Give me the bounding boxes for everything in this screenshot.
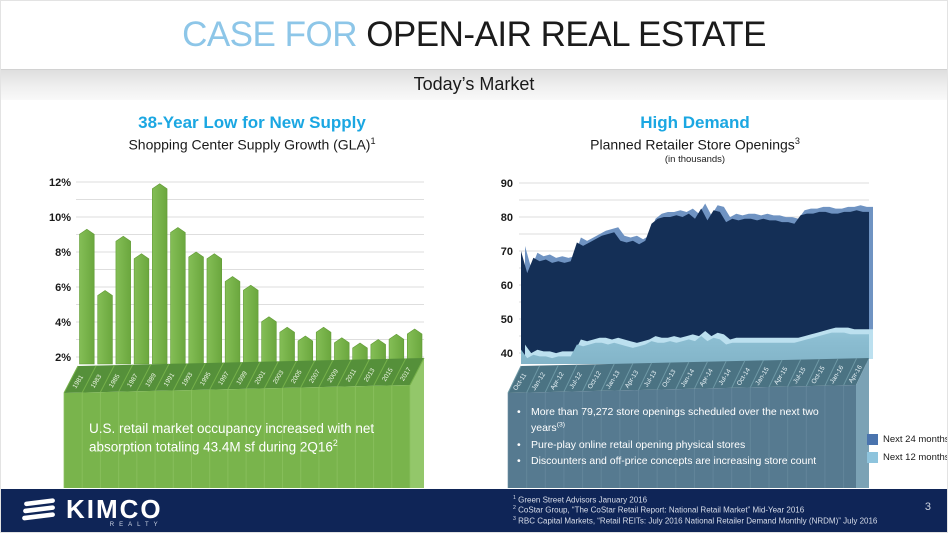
svg-text:80: 80 xyxy=(501,212,513,224)
legend-swatch-12mo xyxy=(867,452,878,463)
bullet-item: • More than 79,272 store openings schedul… xyxy=(517,404,823,437)
bullet-icon: • xyxy=(517,406,521,418)
callout-sup: 2 xyxy=(332,438,338,449)
bullet-item: • Discounters and off-price concepts are … xyxy=(517,453,823,469)
legend-row: Next 12 months xyxy=(867,452,947,463)
svg-text:2%: 2% xyxy=(55,352,71,364)
legend-row: Next 24 months xyxy=(867,434,947,445)
svg-text:12%: 12% xyxy=(49,177,71,189)
store-openings-chart-box: 40 50 60 70 80 90 Oct-11 Jan-12 Apr-12 Jul-12 Oct-… xyxy=(493,164,947,488)
footnote: 1 Green Street Advisors January 2016 xyxy=(513,495,648,505)
bullet-icon: • xyxy=(517,454,521,467)
footnote: 2 CoStar Group, “The CoStar Retail Repor… xyxy=(513,505,805,516)
section-band: Today’s Market xyxy=(1,69,947,100)
bullet-item: • Pure-play online retail opening physica… xyxy=(517,437,823,453)
slide-title-rest: OPEN-AIR REAL ESTATE xyxy=(356,15,766,54)
kimco-logo-text: KIMCO xyxy=(66,494,163,524)
svg-text:60: 60 xyxy=(501,280,513,292)
svg-text:4%: 4% xyxy=(55,317,71,329)
svg-text:50: 50 xyxy=(501,314,513,326)
svg-text:70: 70 xyxy=(501,246,513,258)
slide-title-accent: CASE FOR xyxy=(182,15,357,54)
left-chart-heading-block: 38-Year Low for New Supply Shopping Cent… xyxy=(19,113,485,153)
right-subtitle-sup: 3 xyxy=(794,136,800,146)
footnotes: 1 Green Street Advisors January 2016 2 C… xyxy=(513,495,905,526)
kimco-logo-subtext: REALTY xyxy=(109,522,163,528)
supply-growth-chart: 2%4%6%8%10%12%1981 1983 1985 1987 1989 1991 19… xyxy=(49,177,425,488)
right-chart-subtitle: Planned Retailer Store Openings3 xyxy=(590,136,800,153)
svg-text:40: 40 xyxy=(501,348,513,360)
kimco-logo: KIMCO REALTY xyxy=(21,496,163,528)
svg-text:8%: 8% xyxy=(55,247,71,259)
chart-legend: Next 24 months Next 12 months xyxy=(867,434,947,470)
svg-text:10%: 10% xyxy=(49,212,71,224)
page-number: 3 xyxy=(924,501,931,513)
supply-growth-chart-box: 2% 4% 6% 8% 10% 12% 1981 1983 1985 1987 1989 1991 19… xyxy=(19,164,475,488)
left-subtitle-sup: 1 xyxy=(370,136,376,146)
bullet-icon: • xyxy=(517,438,521,451)
left-chart-subtitle: Shopping Center Supply Growth (GLA)1 xyxy=(128,136,376,153)
right-chart-heading-block: High Demand Planned Retailer Store Openi… xyxy=(493,113,897,165)
legend-swatch-24mo xyxy=(867,434,878,445)
footnote: 3 RBC Capital Markets, “Retail REITs: Ju… xyxy=(513,515,878,526)
demand-bullets: • More than 79,272 store openings schedul… xyxy=(517,404,823,469)
occupancy-callout: U.S. retail market occupancy increased w… xyxy=(89,421,375,455)
kimco-logo-icon xyxy=(22,498,55,521)
footer-bar: KIMCO REALTY 1 Green Street Advisors Jan… xyxy=(1,489,947,532)
slide-title: CASE FOR OPEN-AIR REAL ESTATE xyxy=(1,15,947,55)
right-chart-subtitle-note: (in thousands) xyxy=(664,153,726,165)
svg-text:90: 90 xyxy=(501,178,513,190)
right-chart-heading: High Demand xyxy=(640,113,750,132)
left-chart-heading: 38-Year Low for New Supply xyxy=(138,113,366,132)
svg-text:6%: 6% xyxy=(55,282,71,294)
